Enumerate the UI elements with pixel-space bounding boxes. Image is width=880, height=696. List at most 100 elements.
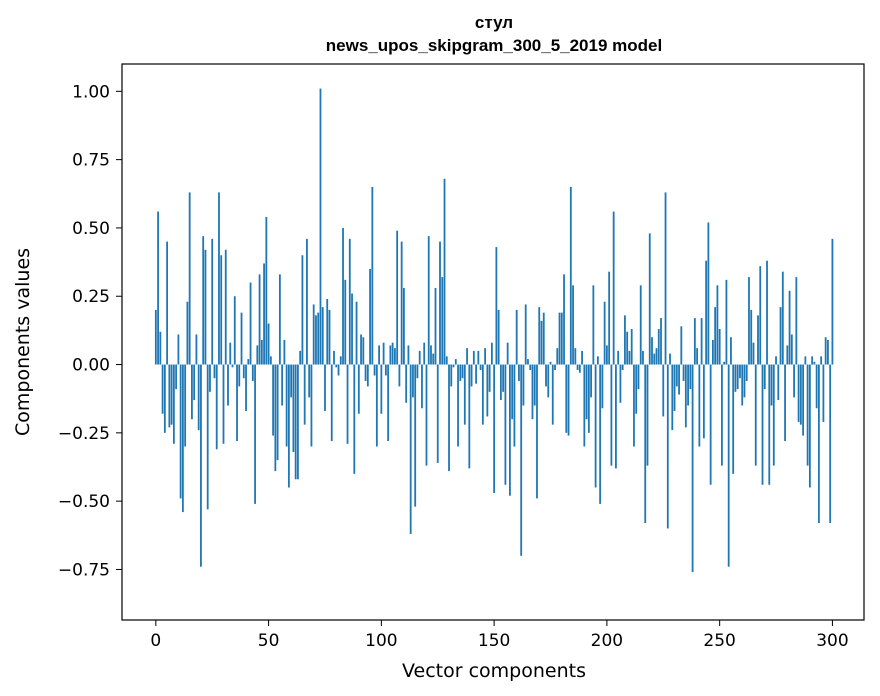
bar	[218, 192, 220, 365]
bar	[321, 307, 324, 365]
bar	[468, 364, 471, 469]
bar	[172, 364, 175, 444]
y-tick-label: 0.25	[72, 287, 110, 307]
bar	[797, 364, 800, 422]
bar	[213, 364, 216, 379]
bar	[605, 345, 608, 365]
bar	[412, 364, 414, 398]
bar	[403, 288, 405, 365]
bar	[669, 353, 671, 365]
bar	[193, 364, 196, 401]
bar	[260, 339, 263, 365]
bar	[675, 364, 678, 387]
bar	[583, 364, 586, 447]
bar	[671, 364, 674, 431]
bar	[186, 301, 189, 365]
bar	[806, 364, 809, 466]
bar	[721, 364, 723, 466]
bar	[558, 312, 561, 365]
bar	[786, 345, 789, 365]
bar	[308, 364, 311, 398]
bar	[811, 356, 814, 365]
bar	[549, 361, 552, 365]
bar	[678, 364, 680, 395]
bar	[396, 230, 399, 365]
bar	[684, 364, 687, 428]
bar	[763, 364, 766, 390]
bar	[294, 364, 297, 480]
bar	[484, 348, 486, 365]
bar	[405, 364, 408, 403]
bar	[628, 350, 631, 365]
bar	[705, 260, 708, 365]
bar	[339, 356, 342, 365]
y-tick-label: 1.00	[72, 82, 110, 102]
bar	[662, 364, 665, 417]
bar	[204, 249, 207, 365]
bar	[364, 364, 367, 381]
bar	[303, 364, 306, 425]
bar	[423, 342, 426, 365]
bar	[682, 364, 685, 381]
bar	[263, 263, 265, 365]
bar	[736, 364, 739, 390]
bar	[585, 364, 588, 420]
bar	[513, 364, 516, 447]
bar	[206, 364, 209, 510]
bar	[560, 312, 563, 365]
bar	[639, 285, 642, 365]
bar	[222, 364, 225, 444]
bar	[220, 255, 223, 365]
bar	[499, 364, 502, 401]
bar	[317, 312, 320, 365]
bar	[342, 227, 344, 365]
bar	[596, 356, 599, 365]
bar	[624, 315, 626, 365]
bar	[637, 364, 640, 390]
bar	[200, 364, 202, 567]
bar	[357, 364, 360, 414]
bar	[452, 364, 455, 368]
x-axis-label: Vector components	[402, 660, 586, 682]
bar	[297, 364, 299, 480]
bar	[236, 364, 238, 442]
bar	[497, 309, 500, 365]
bar	[691, 364, 694, 573]
bar	[227, 364, 229, 406]
bar	[168, 364, 171, 428]
bar	[533, 364, 536, 406]
bar	[716, 285, 719, 365]
bar	[179, 364, 182, 499]
bar	[642, 350, 644, 365]
bar	[360, 334, 362, 365]
bar	[770, 364, 773, 406]
bar	[714, 307, 717, 365]
bar	[793, 364, 795, 398]
bar	[524, 304, 527, 365]
bar	[610, 364, 613, 466]
bar	[752, 342, 755, 365]
bar	[635, 364, 638, 414]
bar	[278, 274, 281, 365]
bar	[351, 293, 353, 365]
bar	[630, 329, 633, 365]
bar	[581, 350, 583, 365]
bar	[281, 364, 284, 406]
bar	[443, 178, 446, 365]
bar	[824, 337, 827, 365]
bar	[727, 364, 730, 567]
bar	[427, 236, 430, 365]
bar	[781, 271, 784, 365]
bar	[378, 345, 380, 365]
bar	[384, 364, 387, 376]
bar	[414, 364, 417, 507]
bar	[249, 282, 252, 365]
bar	[504, 364, 507, 485]
bar	[274, 364, 277, 472]
bar	[256, 345, 259, 365]
bar	[251, 364, 254, 381]
bar	[269, 356, 272, 365]
bar	[569, 186, 572, 365]
bar	[450, 364, 453, 387]
